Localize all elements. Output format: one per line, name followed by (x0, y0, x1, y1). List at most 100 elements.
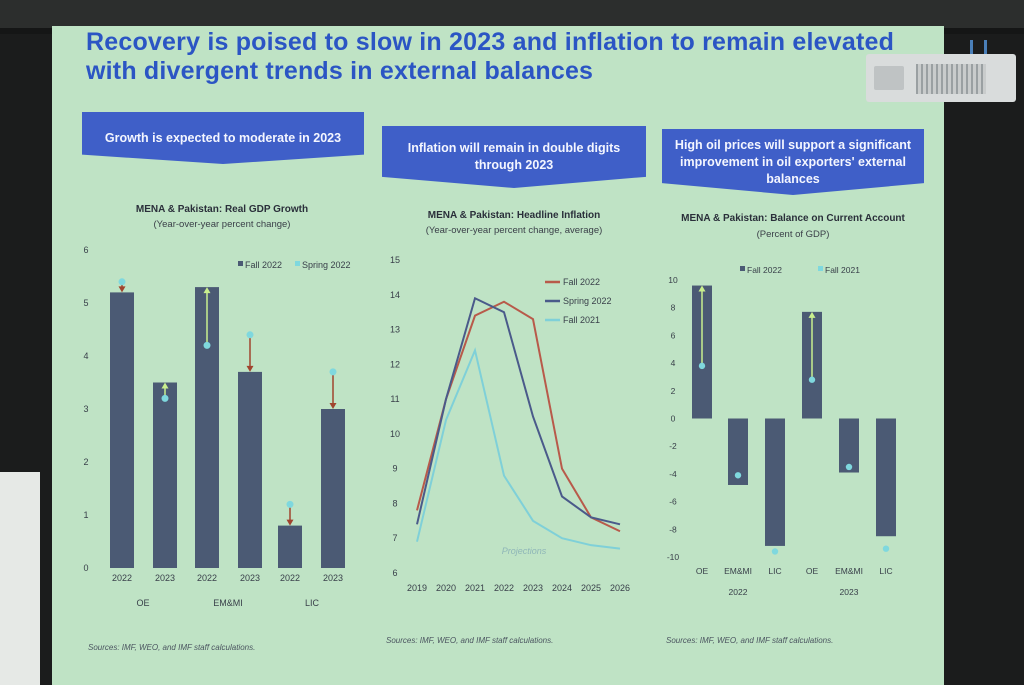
revision-arrow-head (118, 286, 126, 293)
y-tick-label: 6 (392, 568, 397, 578)
x-tick-label: 2022 (494, 583, 514, 593)
x-tick-label: EM&MI (835, 566, 863, 576)
bar-fall-2022 (876, 418, 896, 537)
x-tick-label: LIC (768, 566, 781, 576)
y-tick-label: 6 (671, 330, 676, 340)
bar-fall-2022 (839, 418, 859, 473)
revision-arrow-head (246, 365, 254, 372)
revision-arrow-head (808, 311, 816, 318)
projections-label: Projections (502, 546, 547, 556)
x-tick-label: 2023 (523, 583, 543, 593)
x-tick-label: 2024 (552, 583, 572, 593)
marker-fall-2021 (808, 376, 816, 383)
revision-arrow-head (698, 285, 706, 292)
inflation-chart: 6 7 8 9 10 11 12 13 14 15 2019 2020 2021 2022 2023 2024… (390, 255, 630, 593)
legend-label: Fall 2021 (563, 315, 600, 325)
x-group-label: OE (136, 598, 149, 608)
y-tick-label: 4 (83, 351, 88, 361)
y-tick-label: -6 (669, 497, 677, 507)
legend-label: Fall 2022 (563, 277, 600, 287)
banner-growth: Growth is expected to moderate in 2023 (82, 112, 364, 164)
marker-spring-2022 (286, 500, 294, 508)
y-tick-label: -8 (669, 524, 677, 534)
x-tick-label: OE (806, 566, 819, 576)
y-tick-label: 3 (83, 404, 88, 414)
y-tick-label: 11 (390, 394, 399, 404)
bar-fall-2022 (110, 292, 134, 568)
bar-fall-2022 (153, 382, 177, 568)
gdp-chart-title: MENA & Pakistan: Real GDP Growth (135, 204, 309, 215)
wall-panel (0, 472, 40, 685)
y-tick-label: 15 (390, 255, 400, 265)
current-account-chart: -10 -8 -6 -4 -2 0 2 4 6 8 10 OE EM&MI LIC OE EM&MI LIC 20… (667, 265, 896, 597)
y-tick-label: 13 (390, 325, 400, 335)
marker-spring-2022 (329, 368, 337, 376)
marker-spring-2022 (161, 394, 169, 402)
slide-title-line2: with divergent trends in external balanc… (86, 57, 594, 85)
x-tick-label: EM&MI (724, 566, 752, 576)
y-tick-label: 9 (392, 464, 397, 474)
marker-fall-2021 (698, 362, 706, 370)
y-tick-label: -2 (669, 441, 677, 451)
x-tick-label: 2023 (240, 573, 260, 583)
x-tick-label: 2022 (112, 573, 132, 583)
y-tick-label: 4 (671, 358, 676, 368)
slide-title: Recovery is poised to slow in 2023 and i… (86, 28, 926, 86)
gdp-chart-sources: Sources: IMF, WEO, and IMF staff calcula… (88, 643, 256, 652)
revision-arrow-head (203, 287, 211, 294)
y-tick-label: 8 (671, 303, 676, 313)
inflation-chart-subtitle: (Year-over-year percent change, average) (425, 225, 603, 236)
bar-fall-2022 (765, 418, 785, 546)
y-tick-label: 14 (390, 290, 400, 300)
marker-fall-2021 (882, 545, 890, 552)
x-tick-label: 2022 (280, 573, 300, 583)
current-account-chart-title: MENA & Pakistan: Balance on Current Acco… (681, 213, 905, 224)
projector-vent (916, 64, 986, 94)
x-tick-label: 2019 (407, 583, 427, 593)
marker-fall-2021 (734, 472, 742, 479)
inflation-chart-title: MENA & Pakistan: Headline Inflation (427, 210, 601, 221)
x-tick-label: 2023 (155, 573, 175, 583)
projector (866, 40, 1016, 102)
y-tick-label: 0 (671, 414, 676, 424)
series-line (416, 296, 621, 526)
y-tick-label: 7 (392, 533, 397, 543)
x-group-label: EM&MI (213, 598, 243, 608)
marker-fall-2021 (771, 548, 779, 555)
series-line (416, 347, 621, 550)
y-tick-label: 2 (671, 386, 676, 396)
y-tick-label: 1 (83, 510, 88, 520)
y-tick-label: 6 (83, 245, 88, 255)
revision-arrow-head (286, 519, 294, 526)
x-tick-label: 2021 (465, 583, 485, 593)
x-tick-label: LIC (879, 566, 892, 576)
marker-spring-2022 (203, 341, 211, 349)
marker-fall-2021 (845, 463, 853, 471)
banner-inflation: Inflation will remain in double digits t… (382, 126, 646, 188)
banner-external-balances: High oil prices will support a significa… (662, 129, 924, 195)
gdp-growth-chart: 0 1 2 3 4 5 6 2022 2023 2022 2023 2022 2023 OE EM&MI LI… (83, 245, 350, 608)
marker-spring-2022 (246, 331, 254, 339)
bar-fall-2022 (278, 525, 302, 568)
x-group-label: 2022 (729, 587, 748, 597)
x-tick-label: 2026 (610, 583, 630, 593)
slide-title-line1: Recovery is poised to slow in 2023 and i… (86, 28, 895, 56)
legend-label: Fall 2021 (825, 265, 860, 275)
legend-swatch-fall-2022 (238, 261, 243, 266)
x-tick-label: 2023 (323, 573, 343, 583)
x-group-label: LIC (305, 598, 320, 608)
y-tick-label: 0 (83, 563, 88, 573)
y-tick-label: 12 (390, 359, 400, 369)
x-group-label: 2023 (840, 587, 859, 597)
legend-label: Fall 2022 (245, 260, 282, 270)
bar-fall-2022 (238, 371, 262, 568)
legend-swatch-fall-2021 (818, 266, 823, 271)
current-account-chart-subtitle: (Percent of GDP) (756, 229, 830, 240)
legend-label: Spring 2022 (563, 296, 612, 306)
projector-lens (874, 66, 904, 90)
projector-cable (970, 40, 973, 60)
bar-fall-2022 (728, 418, 748, 485)
revision-arrow-head (329, 403, 337, 409)
projector-cable (984, 40, 987, 60)
y-tick-label: 8 (392, 498, 397, 508)
